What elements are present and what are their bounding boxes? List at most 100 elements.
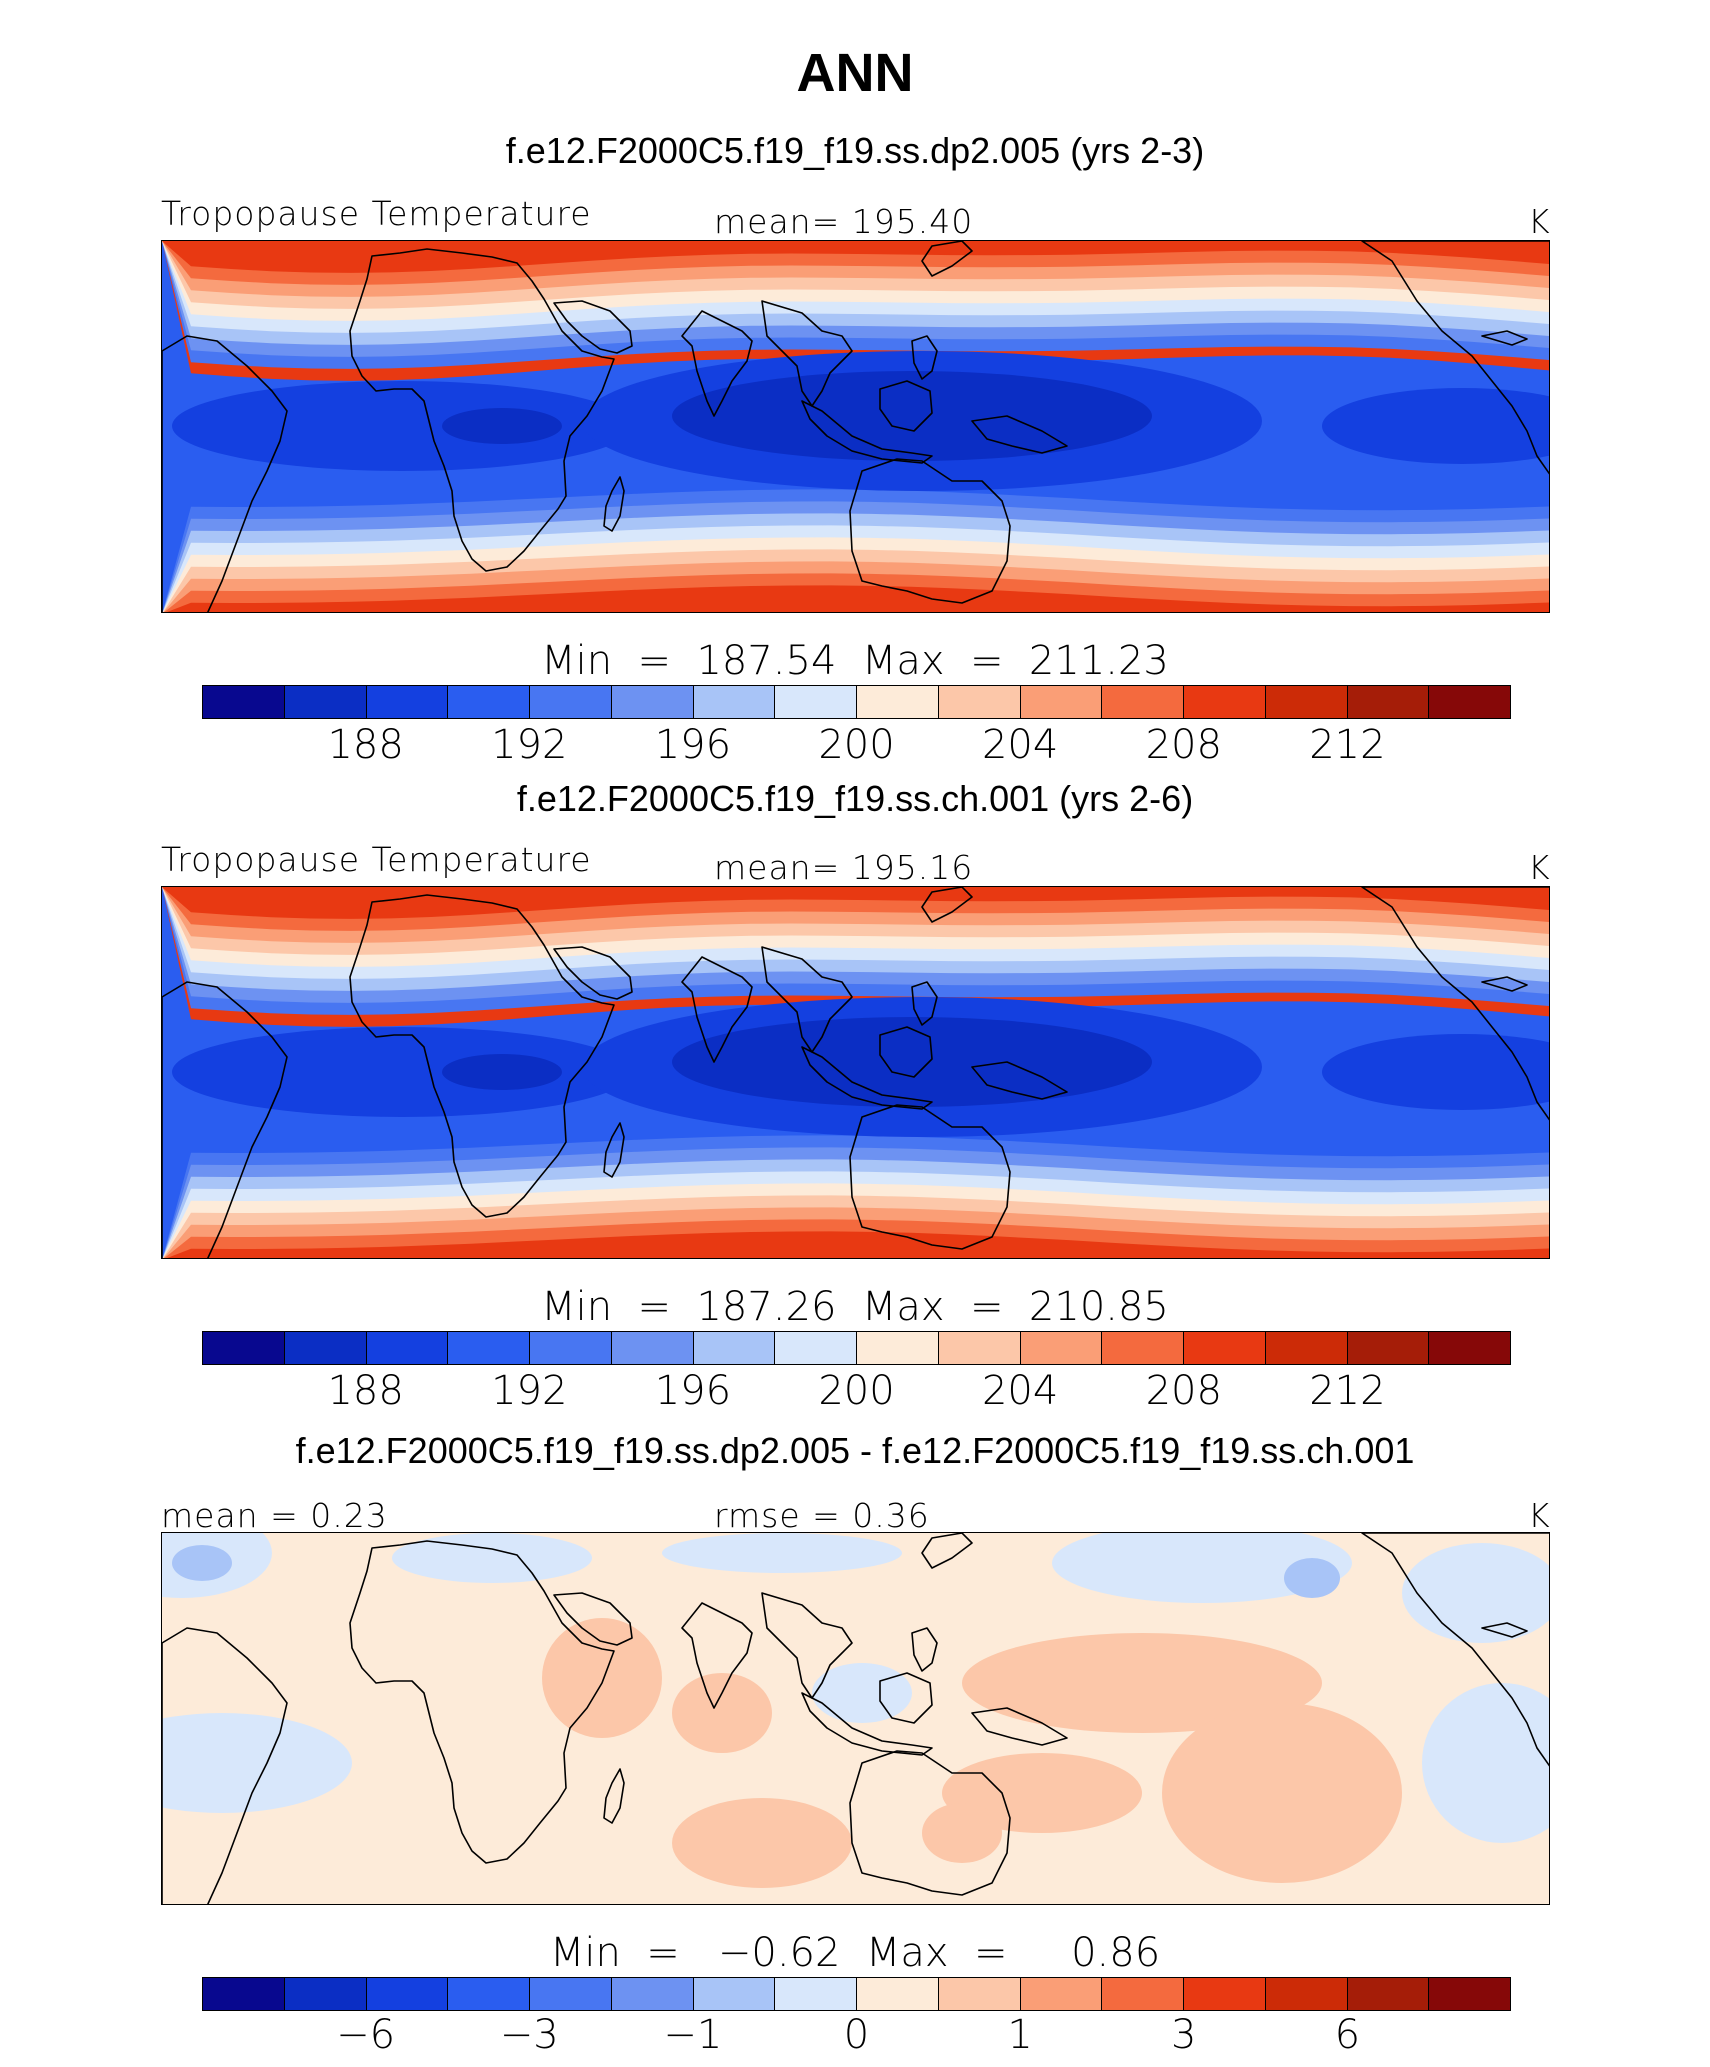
colorbar-tick-label: 192 — [491, 1368, 568, 1414]
coastline-path — [1361, 1533, 1549, 1767]
panel-3-map-svg — [162, 1533, 1549, 1904]
colorbar-tick-label: −6 — [336, 2012, 396, 2058]
colorbar-swatch — [284, 1332, 367, 1364]
colorbar-tick-label: 200 — [818, 722, 895, 768]
colorbar-swatch — [1347, 686, 1430, 718]
field-positive-region — [962, 1633, 1322, 1733]
colorbar-swatch — [938, 1332, 1021, 1364]
coastline-path — [162, 981, 288, 1258]
field-cold-core — [1322, 1034, 1549, 1110]
coastline-path — [761, 300, 853, 407]
coastline-path — [879, 380, 933, 432]
colorbar-tick-label: 208 — [1145, 722, 1222, 768]
panel-2-map — [161, 886, 1550, 1259]
coastline-path — [801, 400, 933, 464]
panel-3-mean-label: mean = 0.23 — [161, 1496, 388, 1535]
colorbar-swatch — [775, 1978, 857, 2010]
panel-1-case-title: f.e12.F2000C5.f19_f19.ss.dp2.005 (yrs 2-… — [505, 130, 1205, 171]
colorbar-swatch — [611, 686, 694, 718]
colorbar-swatch — [775, 686, 857, 718]
colorbar-tick-label: 1 — [1007, 2012, 1033, 2058]
colorbar-swatch — [366, 1332, 449, 1364]
coastline-path — [911, 1627, 938, 1672]
colorbar-tick-label: 208 — [1145, 1368, 1222, 1414]
coastline-path — [349, 248, 615, 572]
field-positive-region — [922, 1803, 1002, 1863]
panel-3-rmse-label: rmse = 0.36 — [714, 1496, 930, 1535]
panel-1-units-label: K — [1528, 202, 1551, 241]
coastlines — [162, 241, 1549, 612]
coastlines — [162, 1533, 1549, 1904]
colorbar-swatch — [1102, 1332, 1184, 1364]
field-negative-core — [1284, 1558, 1340, 1598]
coastline-path — [971, 1061, 1068, 1100]
colorbar-swatch — [530, 1332, 612, 1364]
coastline-path — [971, 415, 1068, 454]
colorbar-swatch — [693, 1332, 776, 1364]
colorbar-swatch — [366, 1978, 449, 2010]
coastline-path — [761, 1592, 853, 1699]
page-title: ANN — [796, 43, 914, 103]
coastline-path — [349, 1540, 615, 1864]
field-cold-core — [172, 381, 632, 471]
field-cold-core — [172, 1027, 632, 1117]
panel-2-minmax: Min = 187.26 Max = 210.85 — [541, 1284, 1169, 1330]
colorbar-swatch — [1429, 1332, 1510, 1364]
colorbar-swatch — [203, 1978, 285, 2010]
coastline-path — [603, 1768, 625, 1824]
coastline-path — [162, 1627, 288, 1904]
coastline-path — [1481, 1622, 1528, 1638]
field-negative-region — [812, 1663, 912, 1723]
colorbar-tick-label: 204 — [981, 722, 1059, 768]
field-negative-region — [662, 1533, 902, 1573]
field-positive-region — [942, 1753, 1142, 1833]
coastline-path — [921, 1533, 973, 1569]
panel-1-colorbar — [202, 685, 1511, 719]
field-positive-region — [672, 1798, 852, 1888]
colorbar-swatch — [938, 1978, 1021, 2010]
colorbar-tick-label: 188 — [327, 722, 404, 768]
colorbar-swatch — [1347, 1978, 1430, 2010]
colorbar-swatch — [284, 686, 367, 718]
colorbar-swatch — [448, 1332, 530, 1364]
field-negative-region — [1052, 1533, 1352, 1603]
colorbar-swatch — [1102, 686, 1184, 718]
coastline-path — [603, 476, 625, 532]
coastline-path — [761, 946, 853, 1053]
colorbar-tick-label: 6 — [1334, 2012, 1361, 2058]
panel-1-minmax: Min = 187.54 Max = 211.23 — [541, 638, 1169, 684]
panel-1-map-svg — [162, 241, 1549, 612]
colorbar-swatch — [1184, 1332, 1266, 1364]
field-coldest-core — [442, 1054, 562, 1090]
colorbar-swatch — [857, 1332, 939, 1364]
field-band-north — [162, 241, 1549, 273]
colorbar-tick-label: −1 — [663, 2012, 723, 2058]
colorbar-swatch — [284, 1978, 367, 2010]
colorbar-swatch — [1102, 1978, 1184, 2010]
colorbar-swatch — [1347, 1332, 1430, 1364]
field-cold-core — [1322, 388, 1549, 464]
field-negative-core — [172, 1545, 232, 1581]
coastline-path — [801, 1046, 933, 1110]
panel-2-variable-label: Tropopause Temperature — [161, 840, 592, 879]
colorbar-swatch — [857, 1978, 939, 2010]
colorbar-tick-label: 212 — [1309, 722, 1386, 768]
colorbar-swatch — [1184, 686, 1266, 718]
coastline-path — [849, 458, 1011, 604]
coastline-path — [801, 1692, 933, 1756]
colorbar-swatch — [448, 1978, 530, 2010]
colorbar-tick-label: 196 — [654, 1368, 732, 1414]
panel-2-mean-label: mean= 195.16 — [714, 848, 974, 887]
coastline-path — [849, 1750, 1011, 1896]
field-band-south — [167, 1231, 1549, 1258]
field-coldest-core — [672, 371, 1152, 461]
colorbar-swatch — [366, 686, 449, 718]
colorbar-tick-label: 196 — [654, 722, 732, 768]
field-coldest-core — [672, 1017, 1152, 1107]
panel-2-map-svg — [162, 887, 1549, 1258]
field-positive-region — [672, 1673, 772, 1753]
colorbar-swatch — [1020, 1978, 1103, 2010]
colorbar-swatch — [857, 686, 939, 718]
coastline-path — [681, 1602, 753, 1709]
colorbar-swatch — [1020, 1332, 1103, 1364]
